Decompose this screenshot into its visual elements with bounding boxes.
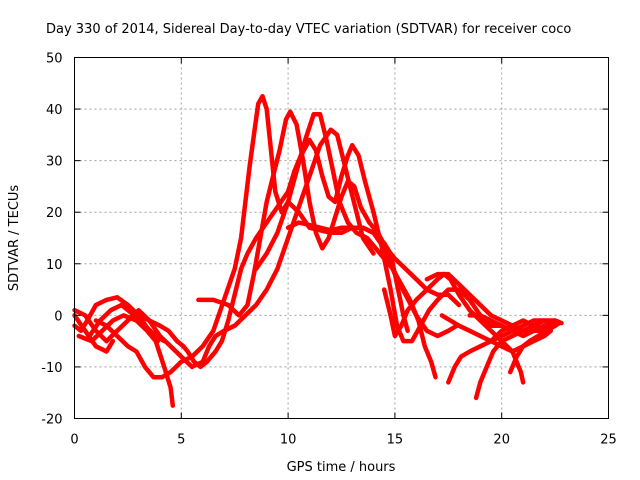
series-line-sat-i (253, 111, 438, 380)
series-line-sat-h (196, 109, 462, 318)
x-tick-label: 0 (70, 433, 78, 448)
y-tick-label: 30 (46, 155, 63, 170)
x-tick-label: 25 (600, 433, 617, 448)
series-line-sat-q (488, 318, 558, 344)
x-tick-label: 5 (177, 433, 185, 448)
series-line-sat-r (507, 323, 558, 375)
y-tick-label: -20 (41, 413, 62, 428)
data-series (72, 93, 564, 408)
series-line-sat-m (439, 313, 554, 354)
x-tick-label: 20 (493, 433, 510, 448)
y-axis-label: SDTVAR / TECUs (7, 185, 22, 292)
series-line-sat-f (93, 93, 460, 380)
series-line-sat-o (473, 318, 564, 401)
series-line-sat-k (381, 271, 526, 385)
y-tick-label: 50 (46, 52, 63, 67)
x-tick-label: 15 (387, 433, 404, 448)
grid (74, 57, 609, 419)
y-tick-label: 10 (46, 258, 63, 273)
series-line-sat-j (285, 220, 410, 334)
y-tick-label: 20 (46, 206, 63, 221)
y-tick-label: 0 (54, 309, 62, 324)
x-axis-label: GPS time / hours (287, 460, 396, 475)
series-line-sat-d (87, 302, 167, 344)
series-line-sat-g (136, 137, 504, 370)
y-tick-label: 40 (46, 103, 63, 118)
chart-title: Day 330 of 2014, Sidereal Day-to-day VTE… (46, 22, 571, 37)
axis-ticks: 0 5 10 15 20 25 -20 -10 0 10 20 30 40 50 (41, 52, 617, 448)
plot-frame (74, 57, 609, 419)
y-tick-label: -10 (41, 361, 62, 376)
x-tick-label: 10 (280, 433, 297, 448)
